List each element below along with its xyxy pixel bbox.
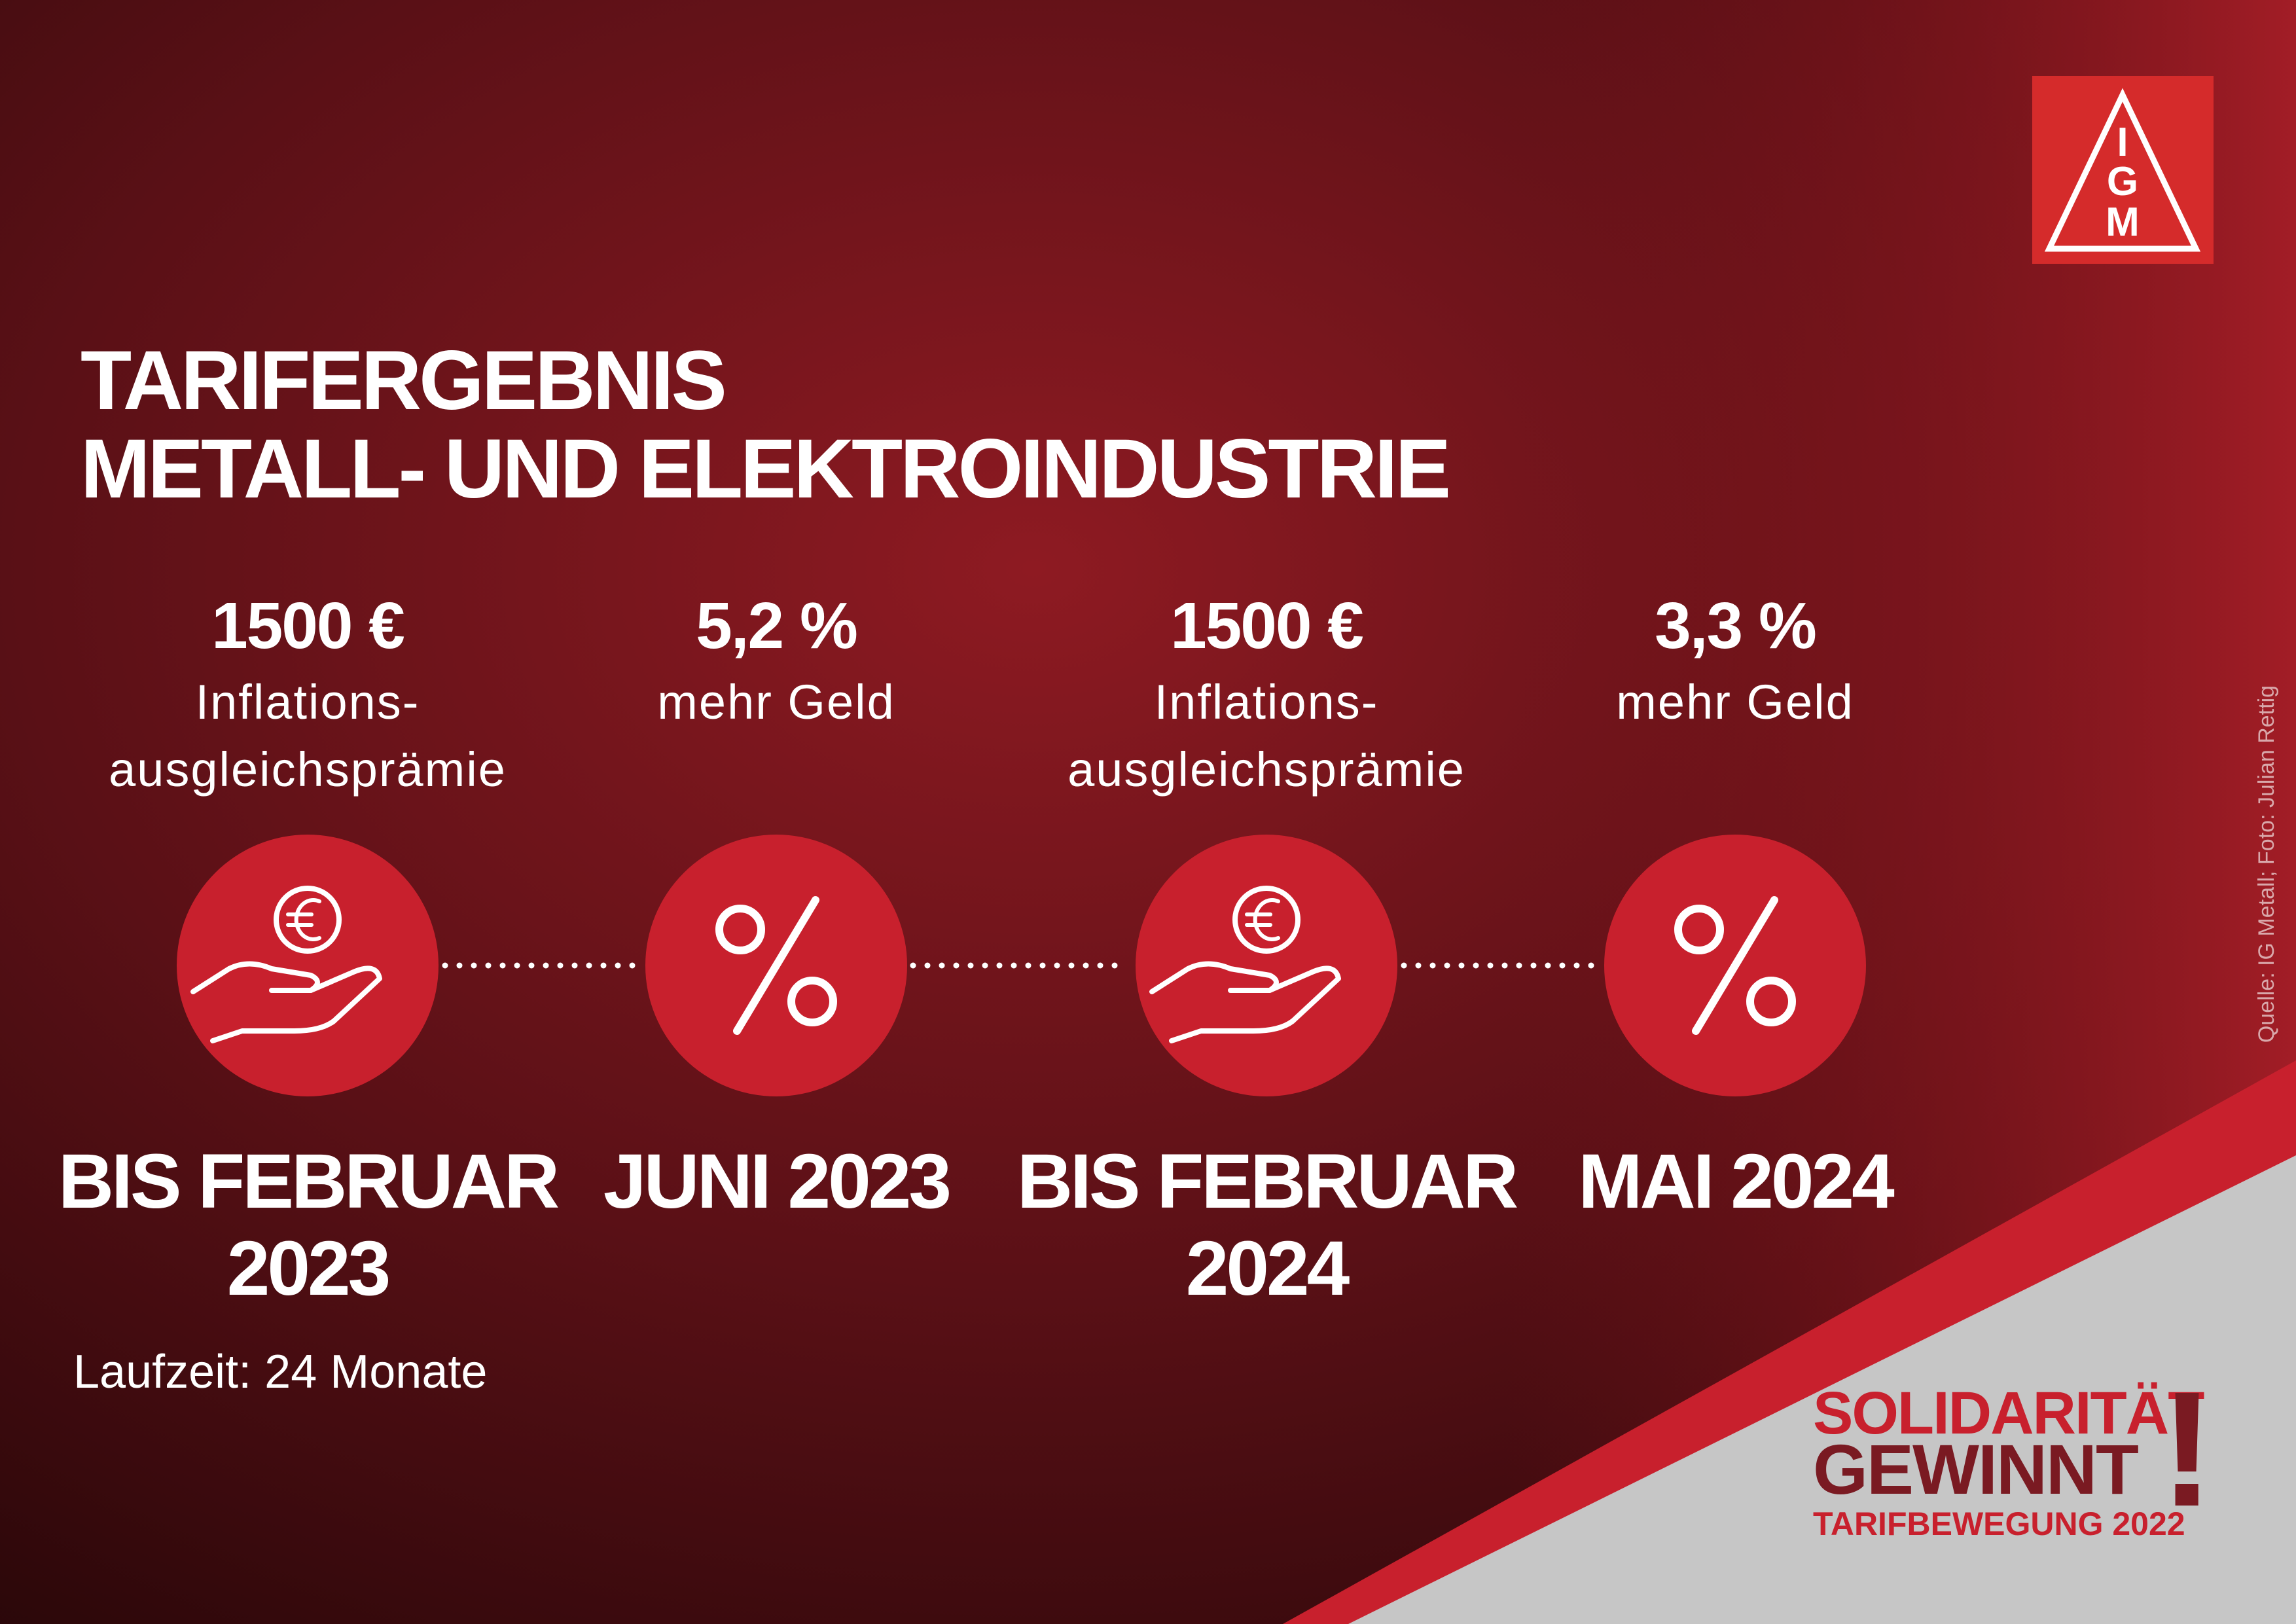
coin — [274, 886, 342, 954]
slogan-line: GEWINNT — [1813, 1430, 2138, 1509]
date: JUNI 2023 — [603, 1138, 950, 1225]
logo-letter: G — [2107, 159, 2138, 204]
amount: 1500 € — [1170, 589, 1363, 662]
description: ausgleichsprämie — [109, 742, 507, 797]
description: Inflations- — [1155, 675, 1379, 729]
percent-dot — [715, 905, 765, 954]
slogan-mark: ! — [2160, 1358, 2214, 1540]
hand — [1149, 961, 1341, 1043]
note: Laufzeit: 24 Monate — [73, 1346, 487, 1398]
icon — [715, 896, 837, 1035]
title: TARIFERGEBNIS — [81, 334, 725, 427]
hand — [190, 961, 382, 1043]
percent-slash — [733, 896, 819, 1035]
coin — [1232, 886, 1300, 954]
amount: 3,3 % — [1655, 589, 1816, 662]
icon — [190, 886, 382, 1043]
gray-corner — [1348, 1155, 2296, 1624]
percent-dot — [1674, 905, 1724, 954]
logo-letter: M — [2106, 200, 2140, 245]
steps: 1500 € Inflations-ausgleichsprämie BIS FEB… — [58, 589, 1897, 1312]
icon-circle — [1136, 835, 1397, 1096]
title: METALL- UND ELEKTROINDUSTRIE — [81, 422, 1448, 516]
step: 3,3 % mehr Geld MAI 2024 — [1578, 589, 1897, 1225]
logo-letter: I — [2117, 120, 2128, 165]
credit: Quelle: IG Metall; Foto: Julian Rettig — [2254, 685, 2279, 1043]
percent-dot — [787, 977, 837, 1026]
icon — [1674, 896, 1796, 1035]
icon — [1149, 886, 1341, 1043]
step: 1500 € Inflations-ausgleichsprämie BIS FEB… — [58, 589, 561, 1312]
description: ausgleichsprämie — [1067, 742, 1465, 797]
logo-box — [2032, 76, 2214, 264]
date: 2023 — [227, 1225, 389, 1312]
euro-sign — [1245, 898, 1280, 941]
description: mehr Geld — [657, 675, 895, 729]
amount: 1500 € — [211, 589, 404, 662]
date: 2024 — [1186, 1225, 1350, 1312]
slogan-line: SOLIDARITÄT — [1813, 1380, 2204, 1447]
slogan-line: TARIFBEWEGUNG 2022 — [1813, 1506, 2185, 1542]
date: BIS FEBRUAR — [1017, 1138, 1517, 1225]
date: BIS FEBRUAR — [58, 1138, 558, 1225]
description: mehr Geld — [1616, 675, 1854, 729]
logo: I G M — [2032, 76, 2214, 264]
icon-circle — [177, 835, 439, 1096]
euro-sign — [286, 898, 321, 941]
percent-slash — [1692, 896, 1778, 1035]
slogan: SOLIDARITÄT GEWINNT ! TARIFBEWEGUNG 2022 — [1813, 1358, 2214, 1542]
description: Inflations- — [196, 675, 420, 729]
logo-triangle — [2044, 88, 2201, 252]
percent-dot — [1746, 977, 1796, 1026]
step: 1500 € Inflations-ausgleichsprämie BIS FEB… — [1017, 589, 1520, 1312]
amount: 5,2 % — [696, 589, 857, 662]
step: 5,2 % mehr Geld JUNI 2023 — [603, 589, 952, 1225]
date: MAI 2024 — [1578, 1138, 1894, 1225]
